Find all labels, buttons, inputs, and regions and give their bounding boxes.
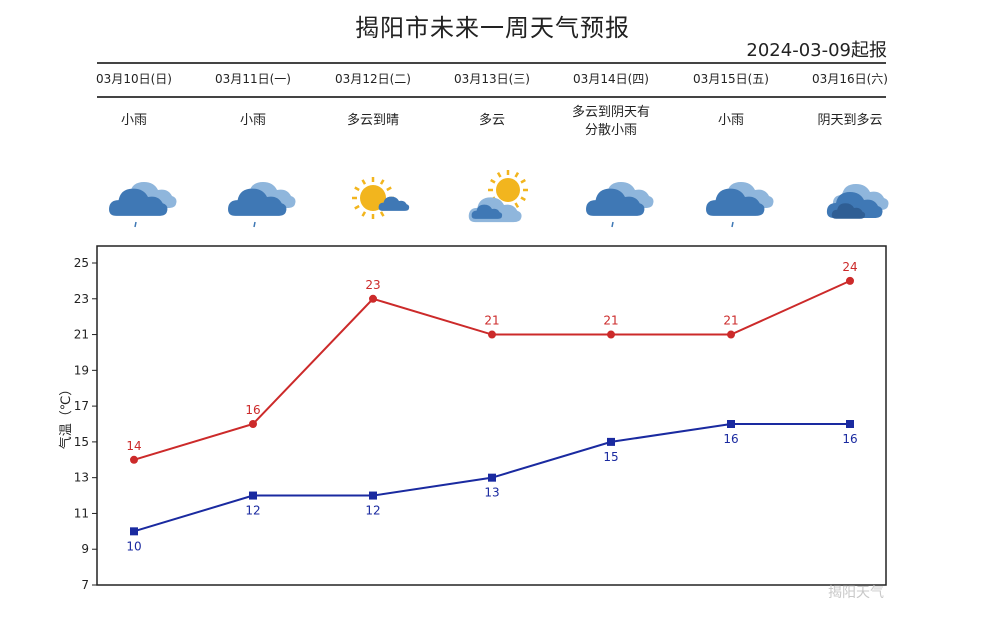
day-date: 03月15日(五) [693,72,769,86]
low-temp-label: 16 [842,432,857,446]
low-temp-label: 16 [723,432,738,446]
low-temp-label: 13 [484,486,499,500]
sun-cloud-icon [343,170,417,230]
cloud-sun-icon [462,170,536,230]
page-title: 揭阳市未来一周天气预报 [355,14,630,42]
day-date: 03月12日(二) [335,72,411,86]
high-temp-point [607,330,615,339]
high-temp-label: 14 [126,439,141,453]
low-temp-label: 15 [603,450,618,464]
y-tick-label: 7 [81,578,89,592]
high-temp-label: 21 [723,314,738,328]
day-condition: 多云 [478,113,505,128]
y-tick-label: 13 [74,471,89,485]
day-date: 03月10日(日) [96,72,172,86]
watermark: 揭阳天气 [828,585,884,601]
y-axis-label: 气温（℃） [58,383,74,450]
low-temp-label: 10 [126,539,141,553]
day-condition: 小雨 [120,113,147,128]
high-temp-line [133,279,851,461]
y-tick-label: 15 [74,435,89,449]
low-temp-point [727,420,735,428]
high-temp-label: 24 [842,260,857,274]
issue-date: 2024-03-09起报 [746,40,887,61]
high-temp-label: 21 [484,314,499,328]
high-temp-point [488,330,496,339]
day-date: 03月13日(三) [454,72,530,86]
cloud-rain-icon [701,170,775,230]
high-temp-label: 21 [603,314,618,328]
day-condition: 多云到晴 [346,113,399,128]
cloud-rain-icon [223,170,297,230]
y-tick-label: 21 [74,328,89,342]
day-date: 03月14日(四) [573,72,649,86]
low-temp-point [607,437,615,446]
cloud-rain-icon [581,170,655,230]
low-temp-point [130,527,138,536]
high-temp-label: 16 [245,403,260,417]
y-tick-label: 9 [81,542,89,556]
y-tick-label: 19 [74,363,89,377]
day-date: 03月11日(一) [215,72,291,86]
low-temp-point [488,473,496,482]
high-temp-point [846,276,854,285]
high-temp-point [249,420,257,428]
high-temp-point [369,294,377,303]
header-divider-bottom [97,96,886,98]
low-temp-point [846,420,854,428]
day-condition: 小雨 [239,113,266,128]
day-condition: 小雨 [717,113,744,128]
high-temp-point [727,330,735,339]
y-tick-label: 11 [74,506,89,520]
low-temp-point [369,491,377,500]
day-condition: 多云到阴天有分散小雨 [571,105,650,138]
plot-frame [96,245,887,586]
low-temp-point [249,491,257,500]
day-date: 03月16日(六) [812,72,888,86]
header-divider-top [97,62,886,64]
overcast-icon [820,170,894,230]
low-temp-label: 12 [245,504,260,518]
y-tick-label: 25 [74,256,89,270]
low-temp-label: 12 [365,504,380,518]
cloud-rain-icon [104,170,178,230]
high-temp-point [130,455,138,464]
day-condition: 阴天到多云 [817,113,883,128]
y-tick-label: 17 [74,399,89,413]
y-tick-label: 23 [74,292,89,306]
high-temp-label: 23 [365,278,380,292]
